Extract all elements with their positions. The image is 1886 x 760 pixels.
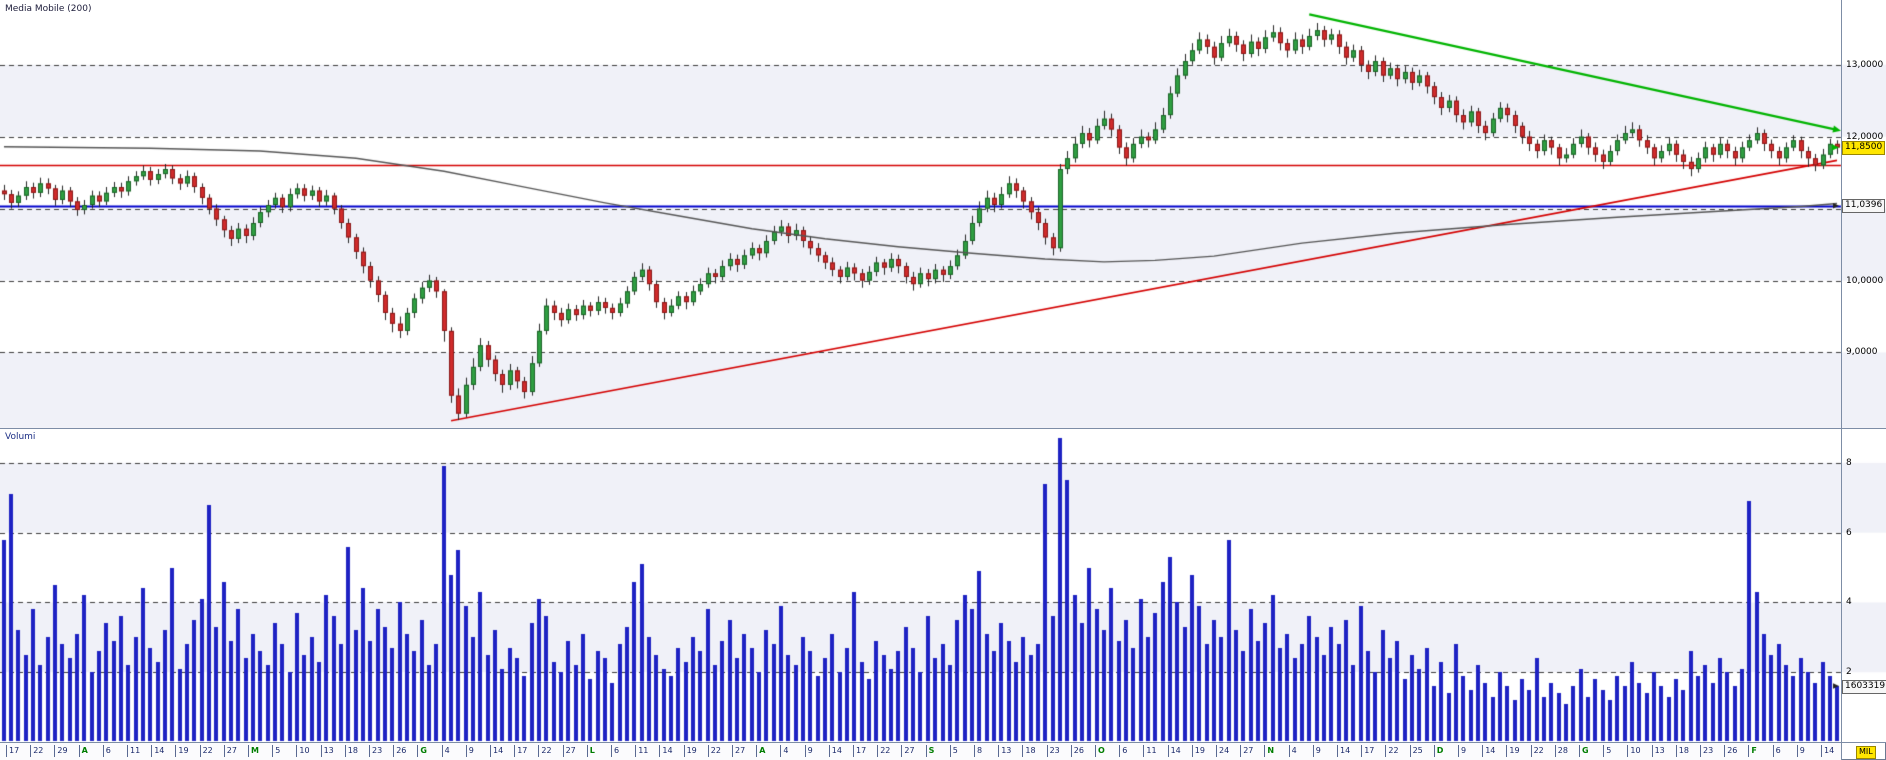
- date-tick-label: 19: [683, 745, 697, 757]
- ma-indicator-label: Media Mobile (200): [5, 4, 92, 14]
- price-tick-label: 9,0000: [1846, 347, 1878, 358]
- volume-unit-badge: MIL: [1856, 746, 1876, 759]
- price-volume-chart-canvas[interactable]: [0, 0, 1886, 742]
- date-tick-label: 13: [1651, 745, 1665, 757]
- date-tick-label: 19: [1191, 745, 1205, 757]
- date-tick-label: 23: [1700, 745, 1713, 757]
- volume-tick-label: 8: [1846, 457, 1852, 468]
- date-tick-label: 17: [1361, 745, 1374, 757]
- date-tick-label: 26: [1724, 745, 1737, 757]
- date-month-label: M: [248, 745, 259, 757]
- date-tick-label: 22: [199, 745, 213, 757]
- volume-tick-label: 6: [1846, 527, 1852, 538]
- date-tick-label: 26: [1070, 745, 1084, 757]
- date-tick-label: 18: [344, 745, 358, 757]
- date-tick-label: 9: [1796, 745, 1805, 757]
- date-month-label: O: [1095, 745, 1105, 757]
- date-tick-label: 27: [562, 745, 576, 757]
- date-tick-label: 22: [877, 745, 890, 757]
- date-month-label: N: [1264, 745, 1274, 757]
- date-tick-label: 29: [54, 745, 68, 757]
- date-tick-label: 14: [490, 745, 503, 757]
- price-axis[interactable]: 11,8500 11,0396 1603319 MIL 13,0000 12,00…: [1842, 0, 1886, 760]
- date-tick-label: 5: [1603, 745, 1611, 757]
- date-tick-label: 19: [1506, 745, 1520, 757]
- date-tick-label: 11: [1143, 745, 1157, 757]
- date-tick-label: 4: [1288, 745, 1297, 757]
- date-tick-label: 9: [1458, 745, 1466, 757]
- price-tick-label: 10,0000: [1846, 275, 1884, 286]
- date-tick-label: 17: [6, 745, 19, 757]
- date-tick-label: 27: [1240, 745, 1253, 757]
- pane-separator: [0, 428, 1886, 429]
- volume-tick-label: 2: [1846, 667, 1852, 678]
- date-tick-label: 23: [369, 745, 382, 757]
- price-tick-label: 12,0000: [1846, 131, 1884, 142]
- date-tick-label: 6: [1772, 745, 1781, 757]
- date-tick-label: 25: [1409, 745, 1423, 757]
- last-price-badge: 11,8500: [1842, 141, 1886, 155]
- date-month-label: F: [1748, 745, 1757, 757]
- date-tick-label: 6: [1119, 745, 1127, 757]
- date-tick-label: 23: [1046, 745, 1060, 757]
- date-month-label: A: [78, 745, 88, 757]
- date-tick-label: 6: [102, 745, 111, 757]
- volume-tick-label: 4: [1846, 597, 1852, 608]
- date-tick-label: 26: [393, 745, 406, 757]
- date-tick-label: 22: [30, 745, 43, 757]
- date-tick-label: 13: [320, 745, 334, 757]
- date-month-label: A: [756, 745, 765, 757]
- date-tick-label: 8: [974, 745, 982, 757]
- date-tick-label: 9: [1312, 745, 1321, 757]
- date-tick-label: 9: [804, 745, 813, 757]
- price-tick-label: 13,0000: [1846, 59, 1884, 70]
- date-tick-label: 18: [1675, 745, 1689, 757]
- date-tick-label: 14: [659, 745, 673, 757]
- date-axis[interactable]: 17 22 29 A 6 11 14 19 22 27 M 5 10 13 18 23 26 G 4 9 14 17 22 2…: [0, 743, 1841, 760]
- date-tick-label: 24: [1216, 745, 1229, 757]
- date-tick-label: 14: [1337, 745, 1350, 757]
- date-month-label: S: [925, 745, 934, 757]
- date-month-label: G: [1579, 745, 1589, 757]
- date-tick-label: 22: [707, 745, 721, 757]
- date-tick-label: 5: [949, 745, 958, 757]
- date-month-label: G: [417, 745, 427, 757]
- date-tick-label: 5: [272, 745, 280, 757]
- date-tick-label: 11: [127, 745, 140, 757]
- date-axis-separator: [0, 742, 1886, 743]
- date-tick-label: 6: [611, 745, 619, 757]
- last-volume-badge: 1603319: [1842, 680, 1886, 694]
- date-tick-label: 22: [1385, 745, 1399, 757]
- date-tick-label: 4: [441, 745, 450, 757]
- horizontal-line-price-badge: 11,0396: [1842, 199, 1886, 213]
- date-tick-label: 13: [998, 745, 1011, 757]
- date-tick-label: 14: [1821, 745, 1834, 757]
- date-tick-label: 17: [514, 745, 527, 757]
- date-tick-label: 27: [223, 745, 237, 757]
- price-axis-separator: [1841, 0, 1842, 760]
- date-month-label: D: [1433, 745, 1443, 757]
- date-month-label: L: [586, 745, 595, 757]
- date-tick-label: 14: [1167, 745, 1181, 757]
- date-tick-label: 10: [1627, 745, 1641, 757]
- date-tick-label: 14: [828, 745, 842, 757]
- date-tick-label: 27: [901, 745, 915, 757]
- date-tick-label: 28: [1554, 745, 1568, 757]
- date-tick-label: 19: [175, 745, 189, 757]
- date-tick-label: 18: [1022, 745, 1036, 757]
- date-tick-label: 10: [296, 745, 310, 757]
- date-tick-label: 4: [780, 745, 788, 757]
- volume-pane-label: Volumi: [5, 432, 36, 442]
- date-tick-label: 11: [635, 745, 648, 757]
- date-tick-label: 14: [1482, 745, 1495, 757]
- date-tick-label: 22: [1530, 745, 1544, 757]
- date-tick-label: 14: [151, 745, 164, 757]
- date-tick-label: 9: [465, 745, 474, 757]
- date-tick-label: 27: [732, 745, 745, 757]
- date-tick-label: 17: [853, 745, 866, 757]
- date-tick-label: 22: [538, 745, 552, 757]
